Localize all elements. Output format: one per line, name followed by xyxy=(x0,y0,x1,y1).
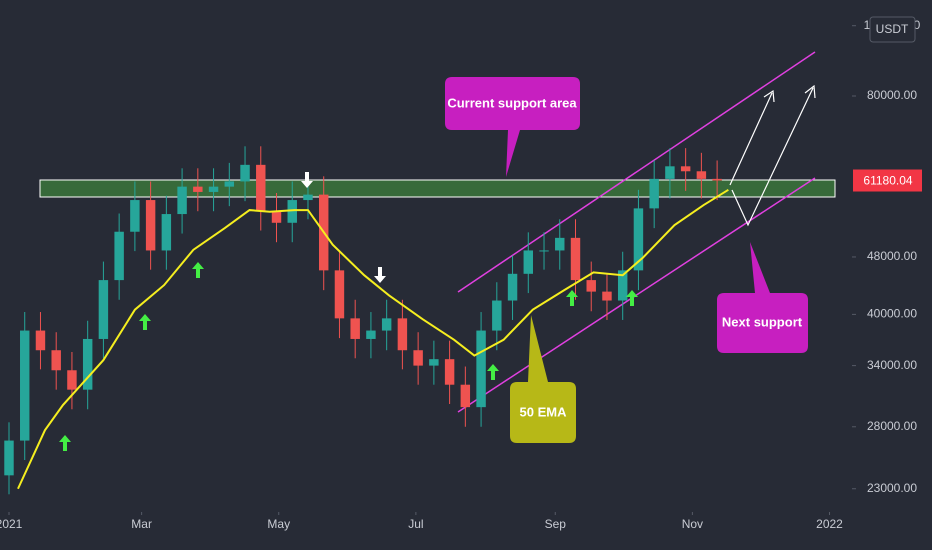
callout xyxy=(510,315,576,443)
candle-body xyxy=(429,359,439,366)
candle-body xyxy=(586,280,596,292)
last-price-box xyxy=(853,169,922,192)
candle-body xyxy=(193,186,203,192)
candle-body xyxy=(240,164,250,182)
y-tick-label: 40000.00 xyxy=(867,307,917,321)
candle-body xyxy=(507,273,518,301)
y-tick-label: 48000.00 xyxy=(867,249,917,263)
candle-body xyxy=(555,237,565,251)
candle-body xyxy=(303,194,313,201)
candle-body xyxy=(665,166,675,179)
candle-body xyxy=(680,166,691,172)
channel-upper xyxy=(457,51,816,293)
candle-body xyxy=(145,200,156,251)
up-arrow xyxy=(566,290,578,306)
down-arrow xyxy=(301,172,313,188)
candle-body xyxy=(649,178,659,209)
candle-body xyxy=(82,338,93,390)
candle-body xyxy=(570,237,581,281)
candle-body xyxy=(602,291,612,301)
candle-body xyxy=(114,231,124,281)
projection-arrow xyxy=(729,89,775,186)
up-arrow xyxy=(139,314,151,330)
candle-body xyxy=(350,318,360,339)
up-arrow xyxy=(626,290,638,306)
candle-body xyxy=(413,350,423,366)
drawings-under xyxy=(39,51,836,413)
x-tick-label: Mar xyxy=(131,517,152,531)
x-tick-label: Jul xyxy=(408,517,423,531)
up-arrow xyxy=(59,435,71,451)
candle-body xyxy=(476,330,486,408)
price-axis xyxy=(852,0,932,550)
x-tick-label: May xyxy=(267,517,290,531)
ema-line xyxy=(17,188,729,490)
candle-body xyxy=(334,270,345,319)
candle-body xyxy=(130,200,140,232)
candle-body xyxy=(712,178,722,181)
candle-body xyxy=(67,370,77,390)
candle-body xyxy=(177,186,187,215)
annotation: Next support xyxy=(722,314,803,329)
candle-body xyxy=(460,384,471,408)
up-arrow xyxy=(487,364,499,380)
candle-body xyxy=(539,250,549,252)
x-tick-label: Nov xyxy=(682,517,703,531)
x-tick-label: 2022 xyxy=(816,517,843,531)
annotation: 50 EMA xyxy=(520,404,568,419)
down-arrow xyxy=(374,267,386,283)
candle-body xyxy=(161,214,172,251)
annotation: Current support area xyxy=(447,95,577,110)
plot xyxy=(4,146,729,495)
candle-body xyxy=(397,318,408,351)
support-zone xyxy=(39,179,836,198)
unit-box xyxy=(869,16,916,43)
candle-body xyxy=(366,330,376,339)
candle-body xyxy=(20,330,30,441)
callout xyxy=(445,77,580,177)
up-arrow xyxy=(192,262,204,278)
y-tick-label: 28000.00 xyxy=(867,419,917,433)
candle-body xyxy=(381,318,392,331)
candle-body xyxy=(35,330,46,351)
candle-body xyxy=(287,200,297,223)
x-tick-label: Sep xyxy=(545,517,567,531)
candle-body xyxy=(208,186,219,192)
candle-body xyxy=(256,164,266,212)
candle-body xyxy=(444,359,455,385)
y-tick-label: 80000.00 xyxy=(867,88,917,102)
x-tick-label: 2021 xyxy=(0,517,23,531)
down-arrows xyxy=(301,172,386,283)
callout xyxy=(717,242,808,353)
candle-body xyxy=(4,440,14,476)
up-arrows xyxy=(59,262,638,451)
channel-lower xyxy=(457,177,816,413)
candle-body xyxy=(492,300,502,331)
projection xyxy=(729,84,816,227)
candle-body xyxy=(696,171,707,179)
axes: 23000.00 28000.00 34000.00 40000.00 48000.00… xyxy=(0,18,922,531)
candle-body xyxy=(633,208,644,271)
candle-body xyxy=(617,270,628,301)
candle-body xyxy=(98,280,109,339)
y-tick-label: 34000.00 xyxy=(867,358,917,372)
unit-label: USDT xyxy=(876,22,909,36)
candle-body xyxy=(523,250,534,274)
candle-body xyxy=(224,181,235,187)
y-tick-label: 23000.00 xyxy=(867,481,917,495)
projection-arrow xyxy=(731,84,816,227)
last-price-label: 61180.04 xyxy=(863,174,912,188)
candle-body xyxy=(51,350,61,371)
candle-body xyxy=(271,211,282,223)
drawings-over: Current support area Next support 50 EMA xyxy=(59,77,816,451)
